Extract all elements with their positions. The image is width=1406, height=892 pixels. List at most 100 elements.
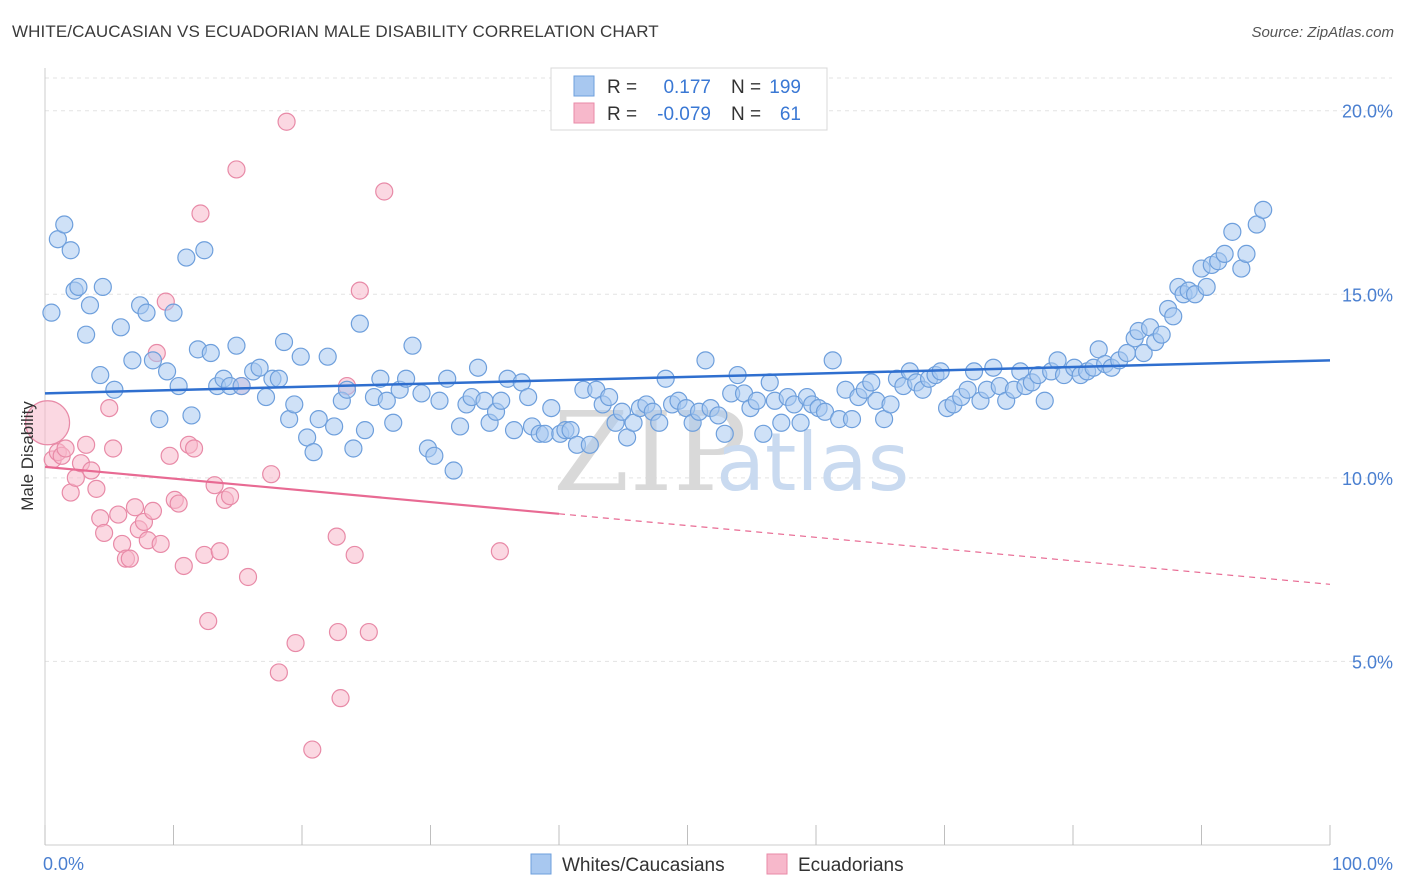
whites-point xyxy=(344,439,363,458)
whites-point xyxy=(715,424,734,443)
whites-point xyxy=(612,402,632,421)
whites-point xyxy=(1254,200,1273,219)
ecuadorians-trend-line xyxy=(44,465,560,515)
whites-point xyxy=(304,443,323,462)
whites-point xyxy=(384,413,403,432)
whites-point xyxy=(772,413,791,432)
x-tick-label-min: 0.0% xyxy=(43,854,84,874)
whites-point xyxy=(1035,391,1054,410)
whites-point xyxy=(123,351,142,370)
ecuadorians-point xyxy=(205,476,224,495)
watermark: ZIP atlas xyxy=(553,388,909,516)
y-axis-label: Male Disability xyxy=(18,401,37,511)
ecuadorians-point xyxy=(350,281,369,300)
whites-point xyxy=(55,215,74,234)
ecuadorians-point xyxy=(184,439,204,458)
legend-r-value-whites: 0.177 xyxy=(663,77,711,98)
ecuadorians-point xyxy=(199,611,218,631)
ecuadorians-point xyxy=(56,439,75,458)
ecuadorians-point xyxy=(169,494,188,513)
ecuadorians-point xyxy=(125,498,145,517)
ecuadorians-point xyxy=(359,622,378,642)
whites-point xyxy=(77,325,96,344)
ecuadorians-point xyxy=(227,160,246,179)
ecuadorians-point xyxy=(303,740,322,759)
tick-labels: 5.0% 10.0% 15.0% 20.0% 0.0% 100.0% xyxy=(43,102,1393,874)
whites-point xyxy=(791,413,810,432)
whites-point xyxy=(425,446,444,465)
chart-source: Source: ZipAtlas.com xyxy=(1251,24,1394,41)
legend-n-value-ecuadorians: 61 xyxy=(780,104,801,125)
legend-n-value-whites: 199 xyxy=(769,77,801,98)
x-tick-label-max: 100.0% xyxy=(1332,854,1393,874)
series-legend: Whites/Caucasians Ecuadorians xyxy=(530,853,904,876)
whites-point xyxy=(177,248,196,267)
ecuadorians-point xyxy=(191,204,210,223)
whites-point xyxy=(696,351,715,370)
whites-point xyxy=(958,380,977,399)
ecuadorians-point xyxy=(262,465,281,484)
whites-point xyxy=(964,362,984,381)
whites-point xyxy=(600,387,619,407)
y-tick-label: 10.0% xyxy=(1342,469,1393,489)
legend-n-label-whites: N = xyxy=(731,77,761,98)
whites-point xyxy=(182,406,201,425)
bottom-legend-label-whites: Whites/Caucasians xyxy=(562,855,725,876)
legend-n-label-ecuadorians: N = xyxy=(731,104,761,125)
ecuadorians-point xyxy=(327,527,346,546)
whites-point xyxy=(709,406,728,425)
bottom-legend-swatch-ecuadorians xyxy=(766,853,788,875)
whites-point xyxy=(157,362,177,381)
whites-point xyxy=(1134,343,1153,363)
whites-point xyxy=(150,410,169,429)
whites-point xyxy=(250,358,269,377)
ecuadorians-point xyxy=(375,182,394,201)
ecuadorians-point xyxy=(24,400,71,446)
whites-point xyxy=(285,395,304,414)
ecuadorians-point xyxy=(328,622,348,642)
whites-point xyxy=(42,303,61,322)
ecuadorians-point xyxy=(87,479,106,498)
ecuadorians-point xyxy=(104,439,123,458)
whites-point xyxy=(69,277,88,297)
whites-point xyxy=(842,410,862,429)
whites-point xyxy=(450,417,470,436)
ecuadorians-point xyxy=(269,663,288,682)
ecuadorians-point xyxy=(95,523,114,543)
whites-point xyxy=(318,347,337,366)
whites-point xyxy=(1164,307,1183,326)
ecuadorians-point xyxy=(151,534,170,554)
whites-point xyxy=(438,369,457,388)
whites-point xyxy=(93,277,112,297)
legend-r-value-ecuadorians: -0.079 xyxy=(657,104,711,125)
ecuadorians-point xyxy=(143,501,163,520)
whites-point xyxy=(274,332,294,352)
whites-point xyxy=(227,336,246,355)
ecuadorians-point xyxy=(195,545,214,565)
y-tick-label: 5.0% xyxy=(1352,652,1393,672)
whites-point xyxy=(580,435,599,454)
whites-point xyxy=(350,314,369,333)
legend-r-label-ecuadorians: R = xyxy=(607,104,637,125)
ecuadorians-point xyxy=(220,487,240,506)
whites-point xyxy=(291,347,310,366)
whites-point xyxy=(256,387,276,407)
whites-point xyxy=(337,380,357,399)
whites-point xyxy=(137,303,156,322)
ecuadorians-point xyxy=(77,435,96,454)
legend-swatch-whites xyxy=(573,75,595,97)
chart-title: WHITE/CAUCASIAN VS ECUADORIAN MALE DISAB… xyxy=(12,22,659,41)
whites-point xyxy=(1223,222,1242,241)
ecuadorians-point xyxy=(490,542,509,561)
whites-point xyxy=(1237,244,1256,263)
whites-point xyxy=(309,410,328,429)
ecuadorians-point xyxy=(210,542,229,561)
whites-point xyxy=(61,241,80,260)
y-tick-label: 15.0% xyxy=(1342,285,1393,305)
whites-point xyxy=(164,303,183,322)
whites-point xyxy=(519,387,538,407)
ecuadorians-point xyxy=(109,505,128,524)
whites-point xyxy=(444,461,463,480)
whites-point xyxy=(403,336,422,355)
